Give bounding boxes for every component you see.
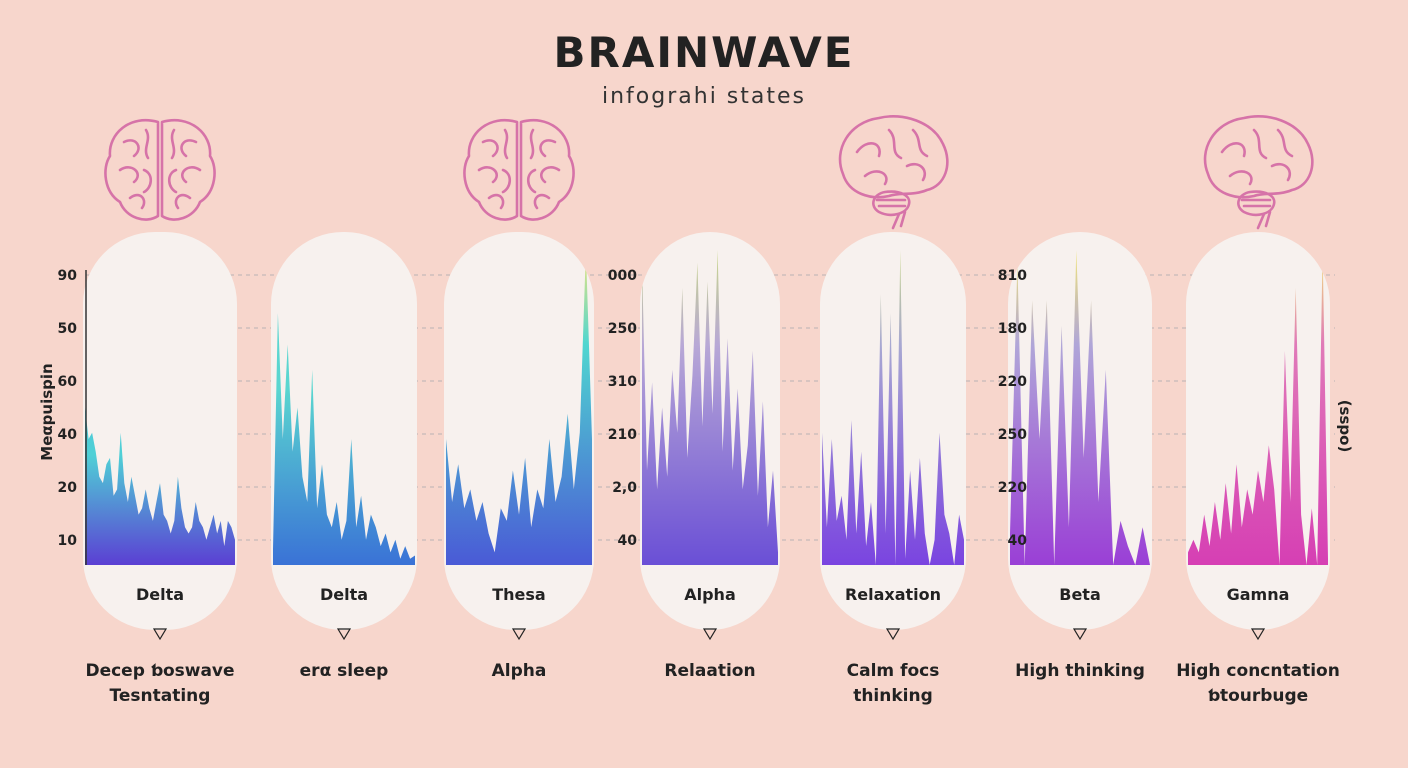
panel-1: [83, 232, 237, 630]
panel-name-2: Delta: [320, 585, 368, 604]
panels: [83, 232, 1330, 630]
triangle-marker-icon: [152, 628, 168, 641]
triangle-marker-icon: [702, 628, 718, 641]
panel-description-7: High concntation: [1176, 661, 1340, 681]
wave-area-4: [642, 250, 778, 565]
brain-side-icon: [1203, 115, 1314, 230]
panel-description-1: Tesntating: [110, 686, 211, 706]
y-axis-label-right: (sspo): [1336, 400, 1354, 453]
y-tick-label: 20: [58, 480, 78, 496]
y-tick-label: 10: [58, 533, 78, 549]
panel-name-3: Thesa: [492, 585, 545, 604]
panel-name-4: Alpha: [684, 585, 736, 604]
brain-top-icon: [463, 119, 575, 221]
y-tick-label: 40: [1008, 533, 1028, 549]
wave-area-1: [85, 407, 235, 565]
panel-labels: Delta Decep ƅoswave Tesntating Delta erα sle…: [85, 585, 1339, 706]
y-tick-label: 60: [58, 374, 78, 390]
panel-3: [444, 232, 594, 630]
panel-description-1: Decep ƅoswave: [85, 661, 234, 681]
panel-name-5: Relaxation: [845, 585, 941, 604]
wave-area-2: [273, 313, 415, 565]
y-tick-label: 250: [998, 427, 1027, 443]
brain-icons: [104, 115, 1314, 230]
triangle-marker-icon: [511, 628, 527, 641]
y-axis-label-left: Meαpuispin: [38, 363, 56, 460]
triangle-marker-icon: [1250, 628, 1266, 641]
y-tick-label: 40: [618, 533, 638, 549]
panel-name-6: Beta: [1059, 585, 1101, 604]
y-tick-label: 90: [58, 268, 78, 284]
chart-subtitle: infograhi states: [602, 84, 806, 109]
y-tick-label: 810: [998, 268, 1027, 284]
wave-area-3: [446, 250, 592, 565]
panel-2: [271, 232, 417, 630]
y-tick-label: 210: [608, 427, 637, 443]
panel-5: [820, 232, 966, 630]
panel-name-7: Gamna: [1227, 585, 1290, 604]
triangle-marker-icon: [336, 628, 352, 641]
y-tick-label: 250: [608, 321, 637, 337]
y-tick-label: 000: [608, 268, 637, 284]
panel-description-3: Alpha: [492, 661, 547, 681]
chart-title: BRAINWAVE: [553, 28, 855, 77]
y-axes: 90 50 60 40 20 10 000 250 310 210 2,0 40 810 180 220 25…: [38, 268, 1354, 565]
panel-description-5: thinking: [853, 686, 933, 706]
panel-description-2: erα sleep: [300, 661, 389, 681]
y-tick-label: 220: [998, 480, 1027, 496]
wave-area-7: [1188, 250, 1328, 565]
wave-area-5: [822, 250, 964, 565]
panel-description-6: High thinking: [1015, 661, 1145, 681]
y-tick-label: 50: [58, 321, 78, 337]
panel-description-7: ƅtourbuge: [1208, 686, 1308, 706]
y-tick-label: 40: [58, 427, 78, 443]
panel-description-5: Calm focs: [847, 661, 940, 681]
brain-side-icon: [838, 115, 949, 230]
y-tick-label: 220: [998, 374, 1027, 390]
y-tick-label: 180: [998, 321, 1027, 337]
y-tick-label: 2,0: [612, 480, 637, 496]
panel-description-4: Relaation: [664, 661, 755, 681]
brain-top-icon: [104, 119, 216, 221]
panel-name-1: Delta: [136, 585, 184, 604]
y-tick-label: 310: [608, 374, 637, 390]
panel-7: [1186, 232, 1330, 630]
wave-area-6: [1010, 250, 1150, 565]
triangle-marker-icon: [885, 628, 901, 641]
triangle-marker-icon: [1072, 628, 1088, 641]
